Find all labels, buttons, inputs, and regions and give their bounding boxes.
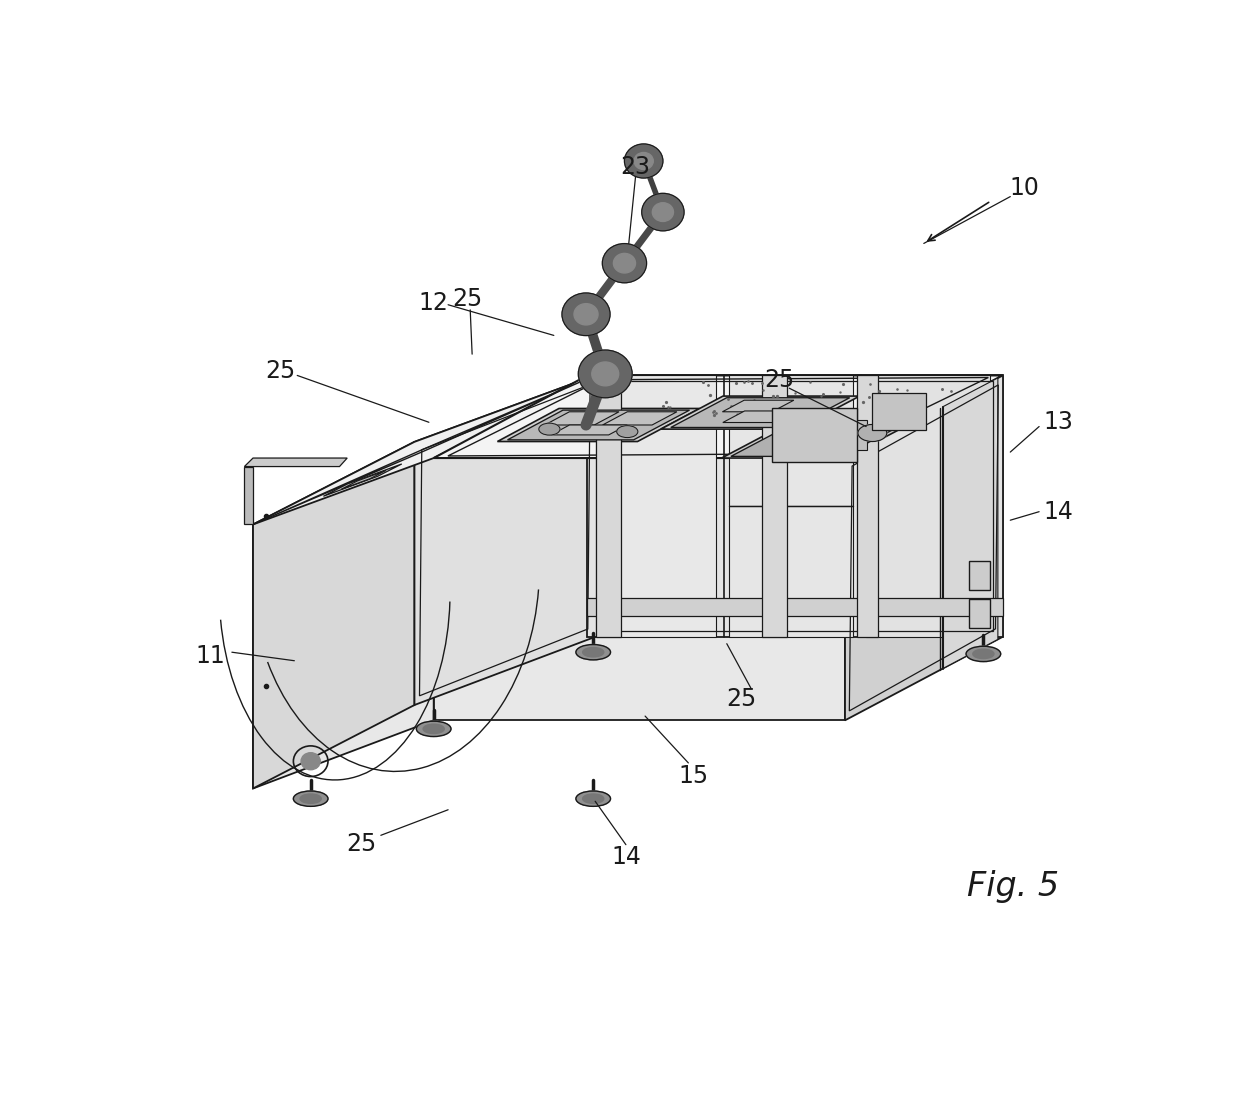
Ellipse shape [575, 645, 610, 660]
Text: 25: 25 [346, 832, 377, 856]
Text: Fig. 5: Fig. 5 [967, 870, 1059, 902]
Polygon shape [324, 463, 402, 497]
Polygon shape [434, 375, 1003, 458]
Ellipse shape [583, 794, 604, 803]
Polygon shape [857, 375, 878, 637]
Circle shape [574, 304, 598, 325]
Polygon shape [603, 411, 677, 425]
Polygon shape [253, 458, 434, 789]
Polygon shape [244, 467, 253, 524]
Polygon shape [729, 507, 853, 637]
Polygon shape [588, 375, 1003, 637]
Polygon shape [729, 375, 853, 507]
Polygon shape [551, 425, 627, 435]
Circle shape [301, 753, 320, 770]
Polygon shape [866, 375, 991, 637]
FancyBboxPatch shape [773, 408, 857, 462]
Text: 25: 25 [727, 687, 756, 711]
Ellipse shape [575, 791, 610, 806]
Circle shape [642, 194, 684, 231]
Polygon shape [497, 408, 699, 441]
Polygon shape [595, 375, 621, 637]
FancyBboxPatch shape [776, 430, 830, 461]
Polygon shape [671, 398, 849, 428]
Polygon shape [761, 375, 786, 637]
Polygon shape [661, 396, 859, 429]
Polygon shape [723, 400, 794, 411]
Polygon shape [730, 427, 899, 457]
Polygon shape [507, 410, 689, 440]
Ellipse shape [300, 794, 321, 803]
Circle shape [562, 293, 610, 335]
Polygon shape [595, 375, 717, 637]
Text: 14: 14 [611, 845, 641, 868]
FancyBboxPatch shape [968, 561, 990, 589]
Text: 23: 23 [620, 155, 651, 179]
Polygon shape [434, 458, 844, 720]
Circle shape [625, 144, 663, 178]
Circle shape [603, 243, 646, 283]
Ellipse shape [294, 791, 327, 806]
Circle shape [578, 351, 632, 398]
FancyBboxPatch shape [812, 419, 867, 450]
Text: 25: 25 [265, 359, 295, 383]
Text: 12: 12 [419, 291, 449, 315]
Ellipse shape [417, 721, 451, 737]
Ellipse shape [583, 647, 604, 657]
Polygon shape [844, 375, 1003, 720]
Polygon shape [722, 425, 908, 458]
Polygon shape [942, 378, 998, 669]
FancyBboxPatch shape [780, 419, 833, 450]
Ellipse shape [858, 425, 887, 441]
Polygon shape [544, 411, 619, 425]
Text: 11: 11 [196, 645, 226, 668]
Text: 25: 25 [765, 367, 795, 392]
Circle shape [652, 202, 673, 221]
Polygon shape [253, 442, 414, 789]
Circle shape [634, 153, 653, 169]
Ellipse shape [539, 424, 560, 435]
Polygon shape [588, 597, 1003, 616]
Ellipse shape [966, 646, 1001, 661]
Ellipse shape [610, 40, 677, 77]
FancyBboxPatch shape [968, 599, 990, 628]
Ellipse shape [423, 724, 444, 733]
Text: 15: 15 [678, 764, 708, 787]
Text: 13: 13 [1043, 410, 1074, 435]
Text: 25: 25 [453, 286, 482, 311]
Circle shape [614, 253, 636, 273]
Ellipse shape [973, 649, 994, 658]
FancyBboxPatch shape [872, 393, 925, 430]
Polygon shape [414, 375, 595, 705]
Ellipse shape [616, 426, 637, 438]
Polygon shape [253, 375, 595, 524]
Text: 10: 10 [1009, 176, 1039, 200]
Circle shape [591, 362, 619, 386]
Ellipse shape [600, 67, 687, 118]
Polygon shape [244, 458, 347, 467]
Polygon shape [341, 470, 386, 489]
Text: 14: 14 [1043, 500, 1074, 523]
Polygon shape [723, 411, 795, 422]
